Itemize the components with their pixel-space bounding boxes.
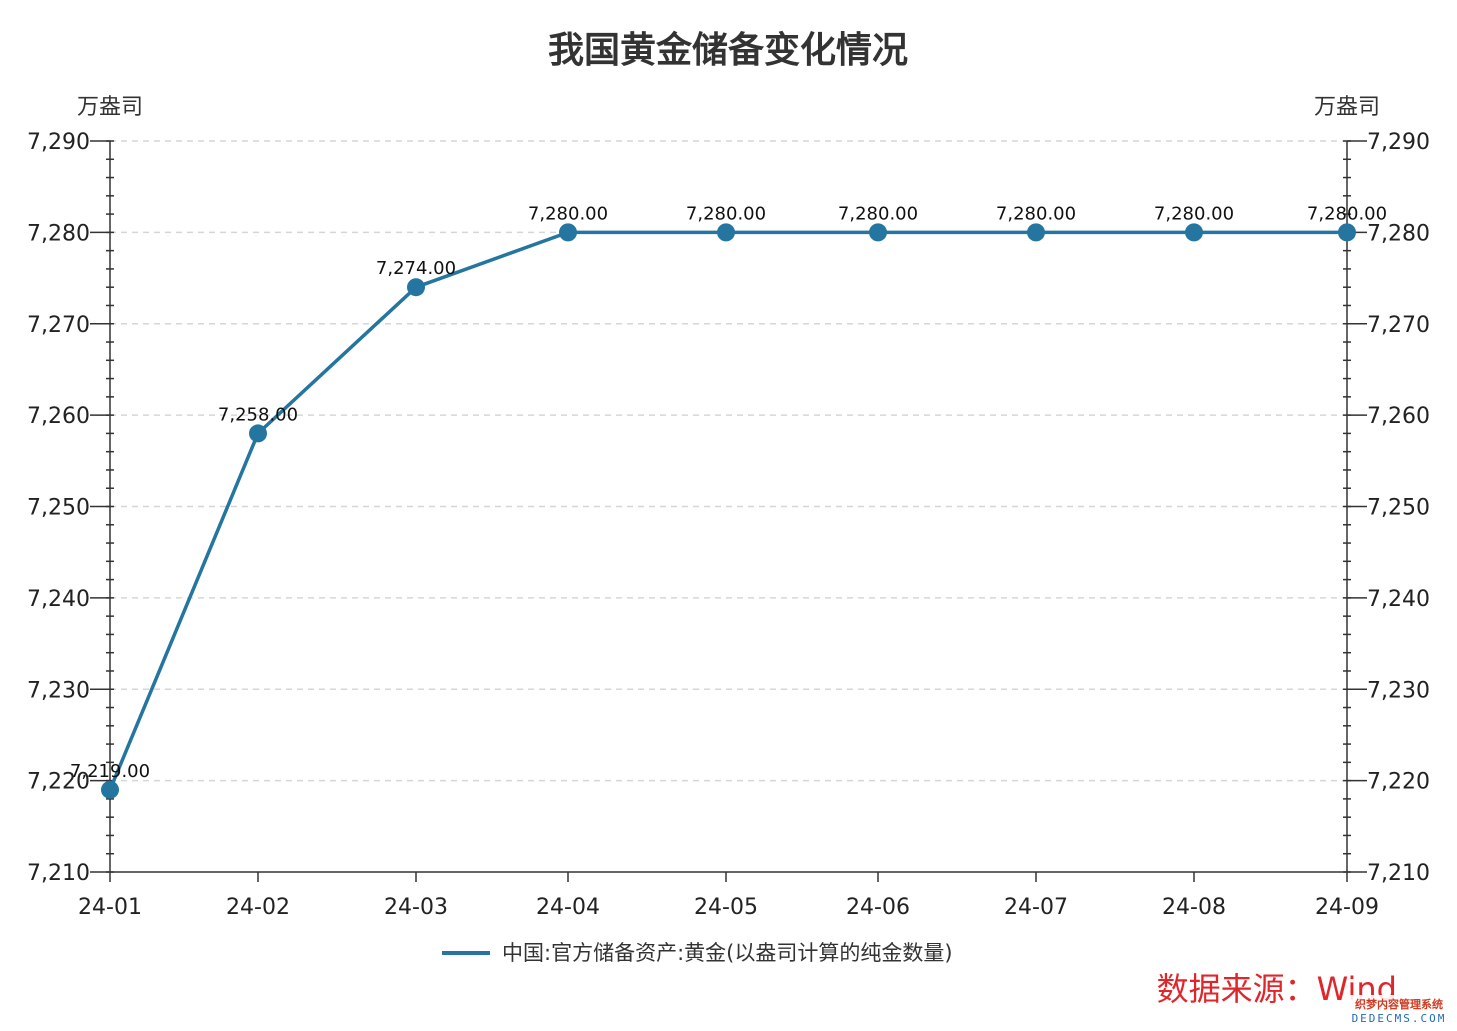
legend[interactable]: 中国:官方储备资产:黄金(以盎司计算的纯金数量) xyxy=(442,941,953,965)
x-tick-label-0: 24-01 xyxy=(78,895,142,920)
series-layer: 7,219.00 7,258.00 7,274.00 7,280.00 7,280.00… xyxy=(70,203,1387,799)
watermark-text-en: DEDECMS.COM xyxy=(1352,1012,1447,1025)
y-tick-label-left-3: 7,240 xyxy=(27,587,90,612)
data-label-2: 7,274.00 xyxy=(376,258,456,279)
watermark-background xyxy=(1345,995,1453,1027)
y-tick-label-left-4: 7,250 xyxy=(27,496,90,521)
y-tick-label-left-6: 7,270 xyxy=(27,313,90,338)
x-tick-label-5: 24-06 xyxy=(846,895,910,920)
y-tick-label-right-1: 7,220 xyxy=(1367,770,1430,795)
y-tick-label-left-2: 7,230 xyxy=(27,678,90,703)
x-tick-label-3: 24-04 xyxy=(536,895,600,920)
x-tick-label-2: 24-03 xyxy=(384,895,448,920)
chart-title: 我国黄金储备变化情况 xyxy=(548,29,908,71)
y-tick-label-right-3: 7,240 xyxy=(1367,587,1430,612)
data-point-8 xyxy=(1338,223,1356,242)
data-label-3: 7,280.00 xyxy=(528,203,608,224)
legend-label: 中国:官方储备资产:黄金(以盎司计算的纯金数量) xyxy=(502,941,953,965)
data-point-7 xyxy=(1185,223,1203,242)
y-tick-label-right-4: 7,250 xyxy=(1367,496,1430,521)
data-label-7: 7,280.00 xyxy=(1154,203,1234,224)
y-tick-label-right-2: 7,230 xyxy=(1367,678,1430,703)
data-point-3 xyxy=(559,223,577,242)
data-label-5: 7,280.00 xyxy=(838,203,918,224)
x-tick-label-6: 24-07 xyxy=(1004,895,1068,920)
data-point-2 xyxy=(407,278,425,297)
y-tick-label-right-0: 7,210 xyxy=(1367,861,1430,886)
y-tick-label-right-5: 7,260 xyxy=(1367,404,1430,429)
data-label-1: 7,258.00 xyxy=(218,404,298,425)
y-axis-unit-right: 万盎司 xyxy=(1314,95,1380,120)
data-label-8: 7,280.00 xyxy=(1307,203,1387,224)
data-label-4: 7,280.00 xyxy=(686,203,766,224)
data-label-0: 7,219.00 xyxy=(70,761,150,782)
data-point-0 xyxy=(101,780,119,799)
x-tick-label-4: 24-05 xyxy=(694,895,758,920)
data-point-1 xyxy=(249,424,267,443)
axes: 7,210 7,210 7,220 7,220 7,230 7,230 7,240 7,240… xyxy=(27,130,1430,920)
y-tick-label-left-8: 7,290 xyxy=(27,130,90,155)
y-tick-label-left-0: 7,210 xyxy=(27,861,90,886)
watermark-text-cn: 织梦内容管理系统 xyxy=(1355,997,1443,1011)
series-line xyxy=(108,230,1347,791)
data-point-5 xyxy=(869,223,887,242)
x-tick-label-8: 24-09 xyxy=(1315,895,1379,920)
y-tick-label-right-6: 7,270 xyxy=(1367,313,1430,338)
y-tick-label-left-7: 7,280 xyxy=(27,221,90,246)
data-label-6: 7,280.00 xyxy=(996,203,1076,224)
y-tick-label-left-5: 7,260 xyxy=(27,404,90,429)
data-point-4 xyxy=(717,223,735,242)
watermark: 织梦内容管理系统 DEDECMS.COM xyxy=(1345,995,1453,1027)
y-tick-label-right-7: 7,280 xyxy=(1367,221,1430,246)
y-tick-label-right-8: 7,290 xyxy=(1367,130,1430,155)
y-axis-unit-left: 万盎司 xyxy=(77,95,143,120)
x-tick-label-7: 24-08 xyxy=(1162,895,1226,920)
y-tick-label-left-1: 7,220 xyxy=(27,770,90,795)
x-tick-label-1: 24-02 xyxy=(226,895,290,920)
data-point-6 xyxy=(1027,223,1045,242)
